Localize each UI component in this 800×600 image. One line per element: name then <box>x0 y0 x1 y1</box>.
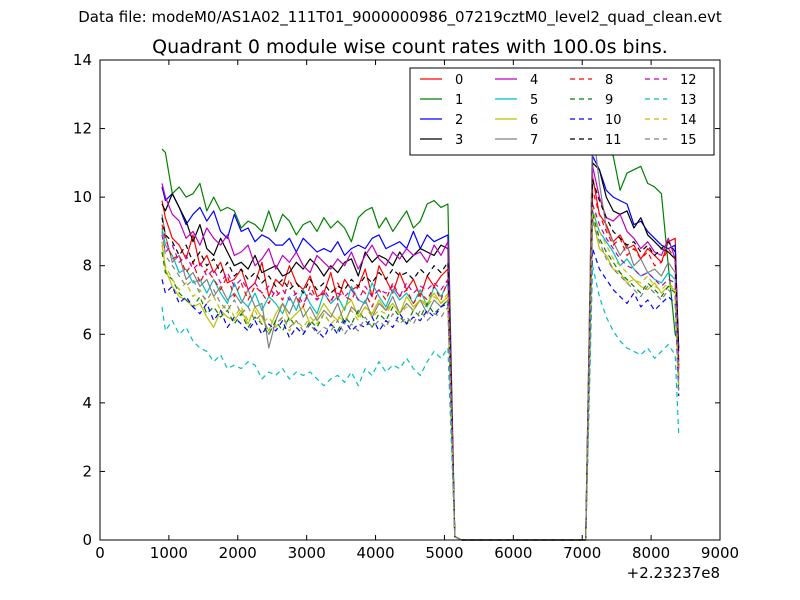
series-line-14 <box>161 206 680 541</box>
y-tick-label: 4 <box>82 394 92 412</box>
series-line-10 <box>161 248 680 541</box>
series-line-9 <box>161 213 680 541</box>
x-tick-label: 7000 <box>563 544 601 562</box>
legend-label-4: 4 <box>530 73 538 88</box>
legend-label-1: 1 <box>455 93 463 108</box>
series-line-15 <box>161 220 680 541</box>
x-tick-label: 3000 <box>288 544 326 562</box>
legend-label-13: 13 <box>680 93 697 108</box>
axes-frame <box>99 59 721 541</box>
legend-label-7: 7 <box>530 133 538 148</box>
legend-label-14: 14 <box>680 113 697 128</box>
series-line-11 <box>161 179 680 541</box>
legend-label-11: 11 <box>605 133 622 148</box>
legend-label-12: 12 <box>680 73 697 88</box>
series-line-8 <box>161 189 680 541</box>
legend-label-5: 5 <box>530 93 538 108</box>
y-tick-label: 8 <box>82 257 92 275</box>
figure-suptitle: Data file: modeM0/AS1A02_111T01_90000009… <box>78 8 722 26</box>
y-tick-label: 14 <box>73 51 92 69</box>
series-line-12 <box>161 203 680 541</box>
series-line-13 <box>161 265 680 541</box>
series-layer <box>161 124 680 541</box>
y-tick-label: 2 <box>82 462 92 480</box>
series-line-0 <box>161 176 680 541</box>
series-line-2 <box>161 155 680 541</box>
legend-label-8: 8 <box>605 73 613 88</box>
legend-label-6: 6 <box>530 113 538 128</box>
x-tick-label: 2000 <box>219 544 257 562</box>
y-tick-label: 12 <box>73 120 92 138</box>
x-tick-label: 9000 <box>701 544 739 562</box>
legend-label-9: 9 <box>605 93 613 108</box>
legend-box <box>409 67 715 156</box>
chart-title: Quadrant 0 module wise count rates with … <box>152 36 668 58</box>
legend-label-3: 3 <box>455 133 463 148</box>
series-line-5 <box>161 210 680 541</box>
y-tick-label: 0 <box>82 531 92 549</box>
x-tick-label: 5000 <box>425 544 463 562</box>
x-tick-label: 4000 <box>356 544 394 562</box>
y-tick-label: 10 <box>73 188 92 206</box>
x-tick-label: 1000 <box>150 544 188 562</box>
x-tick-label: 8000 <box>632 544 670 562</box>
y-tick-label: 6 <box>82 325 92 343</box>
legend-label-10: 10 <box>605 113 622 128</box>
series-line-6 <box>161 217 680 541</box>
x-tick-label: 0 <box>95 544 105 562</box>
legend-label-0: 0 <box>455 73 463 88</box>
legend-label-2: 2 <box>455 113 463 128</box>
series-line-4 <box>161 165 680 541</box>
series-line-7 <box>161 124 680 541</box>
legend-label-15: 15 <box>680 133 697 148</box>
x-axis: 0 1000 2000 3000 4000 5000 6000 7000 8000 9000 <box>95 60 739 562</box>
series-line-3 <box>161 162 680 541</box>
x-offset-label: +2.23237e8 <box>627 564 720 582</box>
x-tick-label: 6000 <box>494 544 532 562</box>
